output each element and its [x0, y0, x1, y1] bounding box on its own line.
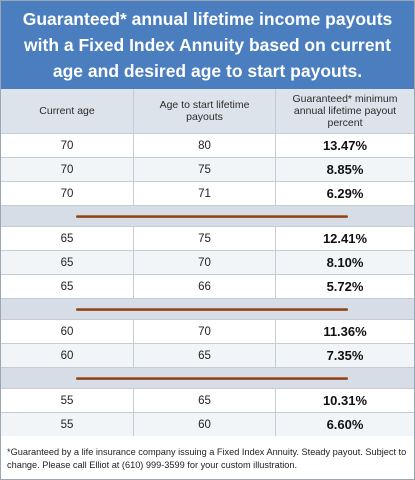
table-row: 65 66 5.72%	[1, 274, 414, 298]
table-row: 65 70 8.10%	[1, 250, 414, 274]
cell-start-age: 75	[134, 158, 276, 181]
cell-start-age: 71	[134, 182, 276, 205]
copper-divider-line	[76, 215, 348, 218]
table-row: 70 71 6.29%	[1, 181, 414, 205]
group-separator-row	[1, 298, 414, 319]
cell-current-age: 70	[1, 158, 134, 181]
table-row: 70 75 8.85%	[1, 157, 414, 181]
table-row: 70 80 13.47%	[1, 133, 414, 157]
group-separator-row	[1, 367, 414, 388]
cell-current-age: 65	[1, 227, 134, 250]
copper-divider-line	[76, 308, 348, 311]
cell-payout-percent: 6.60%	[326, 417, 364, 432]
cell-payout-percent: 6.29%	[326, 186, 364, 201]
footnote-text: *Guaranteed by a life insurance company …	[7, 447, 407, 470]
cell-payout-percent: 7.35%	[326, 348, 364, 363]
payout-table: Current age Age to start lifetime payout…	[1, 89, 414, 436]
copper-divider-line	[76, 377, 348, 380]
table-header-row: Current age Age to start lifetime payout…	[1, 89, 414, 133]
table-row: 60 65 7.35%	[1, 343, 414, 367]
cell-current-age: 60	[1, 344, 134, 367]
table-row: 55 65 10.31%	[1, 388, 414, 412]
cell-payout-percent: 5.72%	[326, 279, 364, 294]
cell-current-age: 65	[1, 275, 134, 298]
cell-payout-percent: 12.41%	[322, 231, 368, 246]
cell-current-age: 60	[1, 320, 134, 343]
cell-payout-percent: 8.85%	[326, 162, 364, 177]
cell-current-age: 55	[1, 413, 134, 436]
cell-current-age: 55	[1, 389, 134, 412]
cell-payout-percent: 8.10%	[326, 255, 364, 270]
header-current-age: Current age	[1, 89, 134, 133]
header-start-age: Age to start lifetime payouts	[134, 89, 276, 133]
cell-start-age: 75	[134, 227, 276, 250]
table-row: 60 70 11.36%	[1, 319, 414, 343]
cell-start-age: 70	[134, 320, 276, 343]
cell-current-age: 70	[1, 134, 134, 157]
table-row: 65 75 12.41%	[1, 226, 414, 250]
table-title: Guaranteed* annual lifetime income payou…	[22, 9, 393, 81]
cell-start-age: 60	[134, 413, 276, 436]
header-payout-percent: Guaranteed* minimum annual lifetime payo…	[292, 93, 398, 129]
group-separator-row	[1, 205, 414, 226]
cell-start-age: 65	[134, 344, 276, 367]
cell-payout-percent: 13.47%	[322, 138, 368, 153]
table-row: 55 60 6.60%	[1, 412, 414, 436]
table-title-banner: Guaranteed* annual lifetime income payou…	[1, 1, 414, 89]
cell-current-age: 65	[1, 251, 134, 274]
cell-payout-percent: 11.36%	[323, 324, 367, 339]
cell-current-age: 70	[1, 182, 134, 205]
cell-start-age: 66	[134, 275, 276, 298]
cell-start-age: 70	[134, 251, 276, 274]
cell-payout-percent: 10.31%	[322, 393, 368, 408]
cell-start-age: 80	[134, 134, 276, 157]
cell-start-age: 65	[134, 389, 276, 412]
